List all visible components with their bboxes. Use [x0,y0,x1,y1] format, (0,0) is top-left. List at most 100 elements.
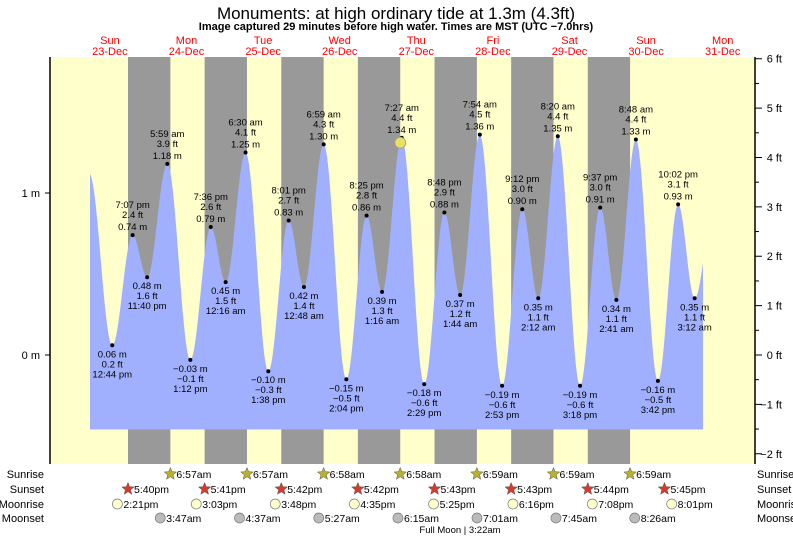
sunset-star-icon [351,481,365,495]
low-tide-meters: 0.48 m [133,281,162,292]
high-tide-feet: 3.0 ft [512,184,533,195]
low-tide-feet: 1.2 ft [450,309,471,320]
low-tide-meters: 0.42 m [289,291,318,302]
day-label-date: 27-Dec [399,46,435,58]
low-tide-time: 2:12 am [521,322,555,333]
high-tide-point [165,161,170,166]
low-tide-time: 1:44 am [443,319,477,330]
low-tide-point [266,369,271,374]
low-tide-point [223,280,228,285]
low-tide-feet: 1.6 ft [137,291,158,302]
low-tide-meters: −0.15 m [329,383,364,394]
high-tide-time: 8:48 am [619,105,653,116]
moonset-moon-icon [471,512,483,524]
low-tide-point [188,357,193,362]
sunset-star-icon [504,481,518,495]
sunrise-time: 6:59am [559,469,594,481]
moonrise-moon-icon [428,498,439,510]
sunrise-time: 6:59am [483,469,518,481]
high-tide-time: 8:48 pm [427,177,461,188]
sunrise-star-icon [623,466,637,480]
high-tide-meters: 0.90 m [508,196,537,207]
low-tide-meters: 0.35 m [524,302,553,313]
high-tide-feet: 4.3 ft [313,119,334,130]
sunrise-row-label-right: Sunrise [757,469,793,481]
high-tide-point [555,134,560,139]
high-tide-feet: 2.6 ft [200,202,221,213]
low-tide-feet: −0.5 ft [333,393,360,404]
low-tide-meters: −0.16 m [641,385,676,396]
day-label-date: 23-Dec [92,46,128,58]
low-tide-time: 2:41 am [599,324,633,335]
low-tide-time: 12:44 pm [92,369,132,380]
moonrise-moon-icon [586,498,598,510]
low-tide-feet: −0.1 ft [177,374,204,385]
sunrise-time: 6:57am [253,469,288,481]
high-tide-meters: 1.33 m [621,127,650,138]
high-tide-feet: 4.1 ft [235,128,256,139]
day-label-weekday: Sat [561,35,578,47]
low-tide-meters: −0.03 m [173,364,208,375]
low-tide-point [500,383,505,388]
sunset-star-icon [580,481,595,495]
moonset-time: 7:45am [562,513,597,525]
high-tide-time: 8:01 pm [272,186,306,197]
low-tide-point [301,284,306,289]
high-tide-feet: 4.5 ft [469,110,490,121]
high-tide-time: 8:20 am [541,101,575,112]
sunset-star-icon [121,481,135,495]
moonset-moon-icon [234,512,245,524]
high-tide-point [442,210,447,215]
high-tide-meters: 1.18 m [153,151,182,162]
moonset-time: 5:27am [325,513,360,525]
high-tide-time: 5:59 am [150,129,184,140]
low-tide-point [655,378,660,383]
low-tide-feet: 1.3 ft [371,306,392,317]
moonrise-time: 7:08pm [598,499,633,511]
sunset-star-icon [197,481,212,495]
right-axis-tick-label: 1 ft [767,301,782,313]
high-tide-time: 9:12 pm [505,174,539,185]
high-tide-time: 7:27 am [385,103,419,114]
low-tide-time: 3:18 pm [563,410,597,421]
right-axis-tick-label: 5 ft [767,103,782,115]
low-tide-feet: −0.6 ft [489,400,516,411]
low-tide-time: 1:38 pm [251,395,285,406]
moonrise-time: 6:16pm [519,499,554,511]
low-tide-point [422,382,427,387]
low-tide-point [578,383,583,388]
low-tide-meters: −0.19 m [563,390,598,401]
high-tide-feet: 4.4 ft [391,113,412,124]
high-tide-meters: 1.34 m [387,125,416,136]
high-tide-feet: 2.9 ft [434,187,455,198]
high-tide-meters: 1.25 m [231,140,260,151]
high-tide-point [520,207,525,212]
day-label-weekday: Thu [407,35,426,47]
moonrise-moon-icon [269,498,281,510]
high-tide-point [364,213,369,218]
low-tide-time: 11:40 pm [128,301,167,312]
high-tide-feet: 3.9 ft [157,139,178,150]
sunset-time: 5:44pm [594,484,629,496]
low-tide-point [344,377,349,382]
high-tide-time: 6:30 am [228,118,262,129]
current-time-marker [394,136,407,149]
high-tide-meters: 1.35 m [543,123,572,134]
day-label-weekday: Sun [100,35,120,47]
low-tide-meters: 0.06 m [98,349,127,360]
moonrise-moon-icon [348,498,360,510]
right-axis-tick-label: 0 ft [767,350,782,362]
high-tide-point [243,150,248,155]
sunset-star-icon [274,481,289,495]
moonrise-time: 3:03pm [202,499,237,511]
moonset-time: 3:47am [166,513,201,525]
moonrise-row-label-left: Moonrise [0,499,44,511]
moonset-time: 4:37am [246,513,281,525]
high-tide-meters: 1.36 m [465,122,494,133]
low-tide-feet: 1.1 ft [528,312,549,323]
low-tide-time: 3:42 pm [641,405,675,416]
low-tide-meters: 0.34 m [602,304,631,315]
sunset-row-label-left: Sunset [10,484,44,496]
low-tide-meters: 0.39 m [368,296,397,307]
low-tide-time: 12:48 am [284,311,324,322]
